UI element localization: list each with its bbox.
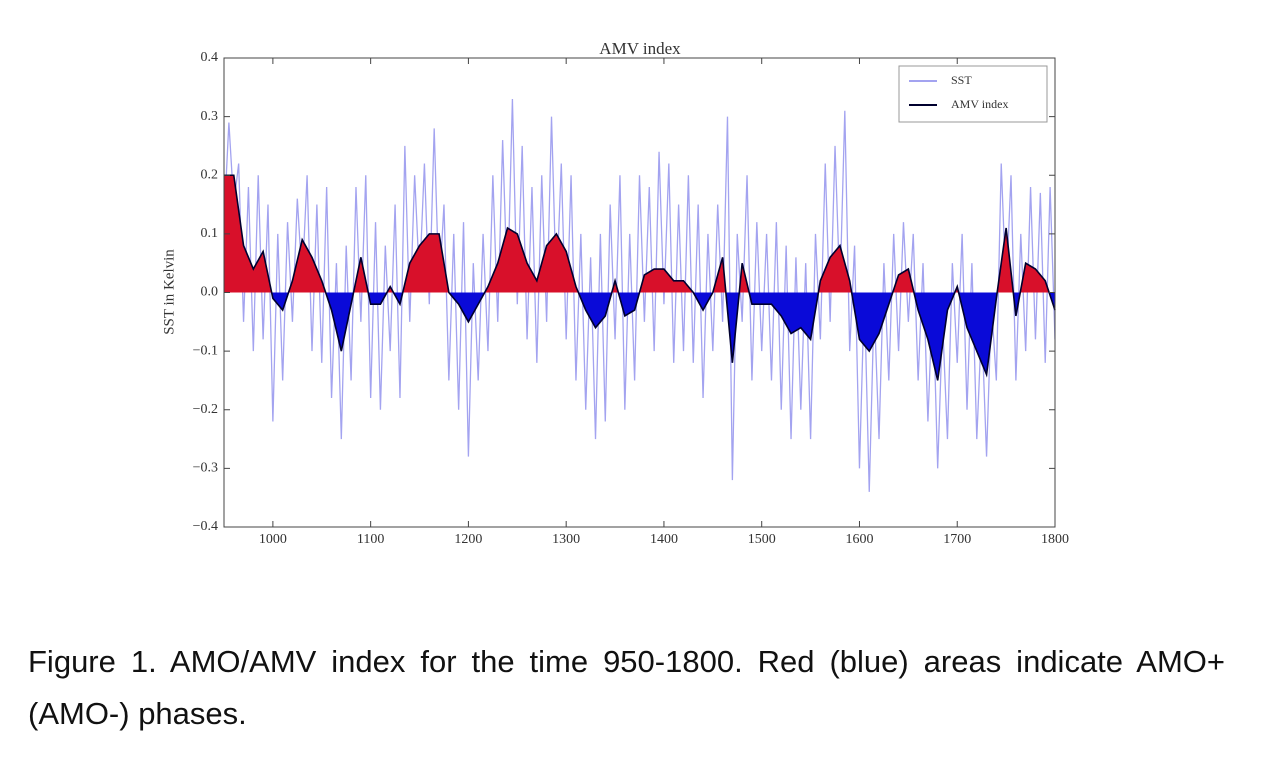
x-tick-label: 1800 bbox=[1041, 532, 1069, 547]
chart-title: AMV index bbox=[599, 39, 681, 58]
x-tick-label: 1300 bbox=[552, 532, 580, 547]
x-tick-label: 1400 bbox=[650, 532, 678, 547]
legend-box bbox=[898, 65, 1048, 123]
y-tick-label: 0.4 bbox=[201, 50, 219, 65]
y-tick-label: −0.4 bbox=[193, 519, 218, 534]
y-tick-label: −0.2 bbox=[193, 402, 218, 417]
x-tick-label: 1500 bbox=[748, 532, 776, 547]
y-tick-label: −0.3 bbox=[193, 461, 218, 476]
y-tick-label: −0.1 bbox=[193, 343, 218, 358]
x-tick-label: 1600 bbox=[845, 532, 873, 547]
figure-caption: Figure 1. AMO/AMV index for the time 950… bbox=[28, 644, 1225, 731]
x-tick-label: 1100 bbox=[357, 532, 384, 547]
amv-line bbox=[224, 174, 1056, 381]
y-tick-label: 0.3 bbox=[201, 109, 219, 124]
y-axis-label: SST in Kelvin bbox=[161, 249, 177, 335]
y-tick-label: 0.0 bbox=[201, 285, 219, 300]
negative-area bbox=[224, 292, 1055, 381]
chart: AMV index SST in Kelvin −0.4 −0.3 −0.2 −0.1… bbox=[161, 39, 1069, 547]
legend-label: AMV index bbox=[951, 97, 1008, 111]
x-tick-label: 1000 bbox=[259, 532, 287, 547]
y-tick-label: 0.1 bbox=[201, 226, 219, 241]
x-tick-label: 1700 bbox=[943, 532, 971, 547]
y-tick-label: 0.2 bbox=[201, 167, 219, 182]
x-tick-label: 1200 bbox=[454, 532, 482, 547]
positive-area bbox=[224, 175, 1055, 293]
legend-label: SST bbox=[951, 73, 972, 87]
